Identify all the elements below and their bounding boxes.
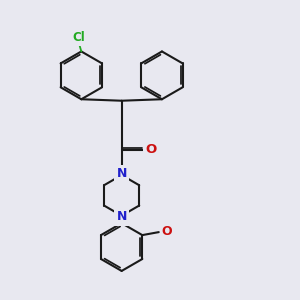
Text: O: O — [145, 143, 157, 156]
Text: N: N — [116, 167, 127, 180]
Text: Cl: Cl — [73, 31, 85, 44]
Text: N: N — [116, 210, 127, 224]
Text: O: O — [162, 225, 172, 238]
